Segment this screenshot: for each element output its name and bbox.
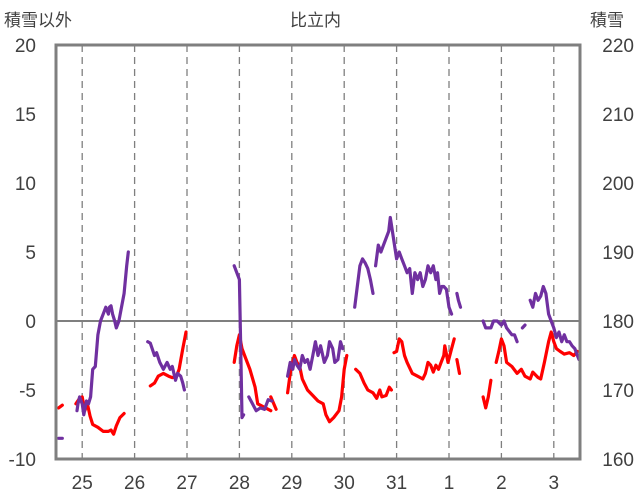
red-series-line	[269, 395, 278, 411]
red-series-line	[232, 333, 273, 413]
x-tick-label: 27	[176, 473, 197, 494]
y-left-tick-label: 0	[25, 312, 36, 333]
x-tick-label: 25	[72, 473, 93, 494]
x-tick-label: 1	[444, 473, 455, 494]
red-series-line	[74, 395, 126, 436]
x-tick-label: 3	[549, 473, 560, 494]
y-right-tick-label: 160	[602, 450, 634, 471]
y-right-tick-label: 210	[602, 105, 634, 126]
purple-series-line	[75, 250, 130, 417]
y-left-axis-label: 積雪以外	[4, 11, 72, 31]
x-tick-label: 26	[124, 473, 145, 494]
y-right-axis-label: 積雪	[590, 11, 624, 31]
purple-series-line	[374, 215, 454, 316]
chart-title: 比立内	[290, 11, 341, 31]
y-right-tick-label: 180	[602, 312, 634, 333]
red-series-line	[56, 403, 64, 410]
red-series-line	[455, 358, 462, 375]
purple-series-line	[520, 323, 527, 330]
y-left-tick-label: 15	[15, 105, 36, 126]
purple-series-line	[528, 284, 581, 362]
x-tick-label: 28	[229, 473, 250, 494]
y-left-tick-label: -10	[9, 450, 36, 471]
y-right-tick-label: 220	[602, 36, 634, 57]
purple-series-line	[481, 319, 519, 344]
y-right-tick-label: 170	[602, 381, 634, 402]
red-series-line	[481, 378, 493, 410]
purple-series-line	[247, 395, 274, 413]
purple-series-line	[353, 257, 375, 309]
y-left-tick-label: 20	[15, 36, 36, 57]
y-left-tick-label: 10	[15, 174, 36, 195]
x-tick-label: 30	[334, 473, 355, 494]
x-tick-label: 29	[281, 473, 302, 494]
red-series-line	[354, 367, 393, 400]
purple-series-line	[146, 340, 186, 392]
purple-series-line	[455, 291, 463, 309]
x-tick-label: 2	[496, 473, 507, 494]
y-left-tick-label: -5	[19, 381, 36, 402]
y-left-tick-label: 5	[25, 243, 36, 264]
y-right-tick-label: 190	[602, 243, 634, 264]
x-tick-label: 31	[386, 473, 407, 494]
red-series-line	[148, 330, 188, 388]
y-right-tick-label: 200	[602, 174, 634, 195]
red-series-line	[494, 330, 580, 381]
plot-frame	[54, 43, 582, 461]
purple-series-line	[232, 264, 246, 420]
red-series-line	[392, 337, 456, 381]
purple-series-line	[286, 340, 345, 378]
